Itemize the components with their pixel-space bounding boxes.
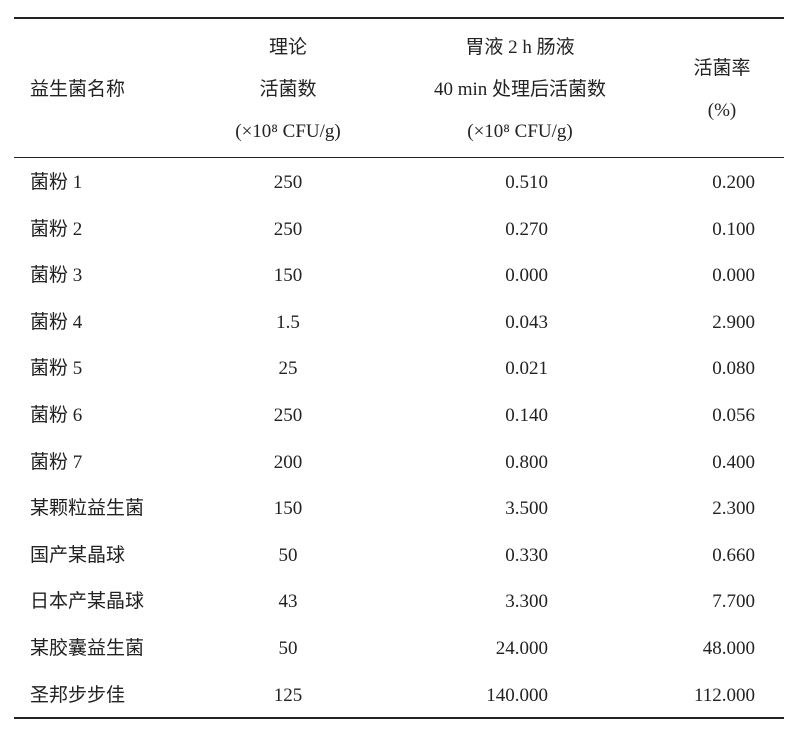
header-cell: 活菌数 (259, 79, 317, 100)
header-cell: 胃液 2 h 肠液 (465, 37, 575, 58)
table-cell: 0.021 (505, 358, 548, 380)
table-cell: 50 (278, 544, 298, 566)
table-cell: 200 (273, 451, 303, 473)
header-cell: 理论 (268, 37, 307, 58)
table-cell: 0.660 (712, 544, 755, 566)
table-cell: 24.000 (495, 638, 548, 659)
table-cell: 1.5 (276, 311, 300, 333)
table-cell: 0.000 (505, 265, 548, 287)
table-cell: 0.043 (505, 311, 548, 333)
table-cell: 0.330 (505, 544, 548, 566)
header-cell: (×10⁸ CFU/g) (467, 121, 573, 142)
table-cell: 0.400 (712, 451, 755, 473)
table-cell: 43 (278, 591, 298, 613)
header-cell: (%) (707, 100, 737, 121)
table-cell: 112.000 (693, 684, 755, 706)
table-cell: 0.140 (505, 405, 548, 426)
table-cell: 0.056 (712, 405, 755, 426)
row-label: 国产某晶球 (30, 544, 126, 566)
row-label: 菌粉 4 (30, 311, 83, 333)
table-cell: 125 (273, 684, 303, 706)
row-label: 菌粉 3 (30, 265, 83, 287)
table-cell: 48.000 (702, 638, 755, 659)
row-label: 菌粉 7 (30, 451, 83, 473)
header-cell: 活菌率 (693, 58, 751, 79)
table-cell: 7.700 (712, 591, 755, 613)
top-rule (14, 17, 784, 19)
table-cell: 250 (273, 172, 303, 193)
table-cell: 0.200 (712, 172, 755, 193)
table-cell: 3.500 (505, 498, 548, 520)
table-cell: 140.000 (486, 684, 548, 706)
table-cell: 150 (273, 265, 303, 287)
table-cell: 150 (273, 498, 303, 520)
row-label: 菌粉 5 (30, 358, 83, 380)
row-label: 菌粉 2 (30, 218, 83, 240)
table-cell: 50 (278, 638, 298, 659)
bottom-rule (14, 717, 784, 719)
row-label: 日本产某晶球 (30, 591, 145, 613)
table-cell: 0.100 (712, 218, 755, 240)
header-cell: 益生菌名称 (30, 79, 126, 100)
table-cell: 0.000 (712, 265, 755, 287)
row-label: 菌粉 1 (30, 172, 83, 193)
row-label: 菌粉 6 (30, 405, 83, 426)
table-cell: 0.800 (505, 451, 548, 473)
row-label: 某胶囊益生菌 (30, 638, 145, 659)
table-cell: 3.300 (505, 591, 548, 613)
table-cell: 0.080 (712, 358, 755, 380)
table-cell: 0.270 (505, 218, 548, 240)
table-cell: 25 (278, 358, 298, 380)
header-cell: (×10⁸ CFU/g) (235, 121, 341, 142)
table-cell: 250 (273, 218, 303, 240)
table-cell: 0.510 (505, 172, 548, 193)
table-cell: 2.300 (712, 498, 755, 520)
row-label: 某颗粒益生菌 (30, 498, 145, 520)
header-rule (14, 157, 784, 158)
table-cell: 250 (273, 405, 303, 426)
header-cell: 40 min 处理后活菌数 (433, 79, 607, 100)
row-label: 圣邦步步佳 (30, 684, 126, 706)
table-cell: 2.900 (712, 311, 755, 333)
